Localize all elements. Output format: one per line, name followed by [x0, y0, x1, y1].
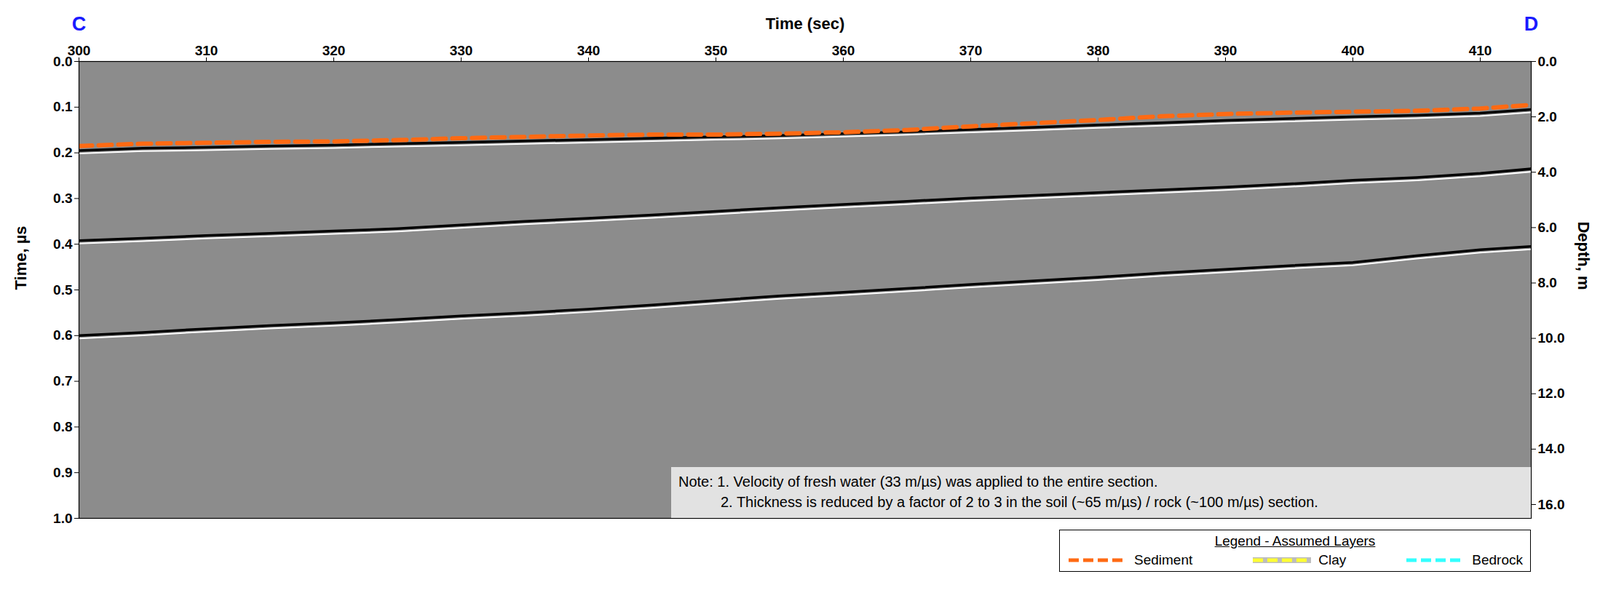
svg-text:0.8: 0.8	[53, 419, 73, 435]
svg-text:0.9: 0.9	[53, 465, 73, 481]
svg-text:320: 320	[322, 42, 346, 59]
html-text:Note: 1. Velocity of fresh wat: Note: 1. Velocity of fresh water (33 m/µ…	[678, 473, 1158, 490]
svg-text:0.7: 0.7	[53, 373, 73, 389]
svg-text:400: 400	[1341, 42, 1365, 59]
svg-text:Depth, m: Depth, m	[1574, 221, 1593, 290]
svg-text:Time (sec): Time (sec)	[765, 14, 845, 33]
svg-text:330: 330	[449, 42, 474, 59]
svg-text:340: 340	[577, 42, 601, 59]
svg-text:Time, µs: Time, µs	[11, 225, 30, 290]
svg-text:6.0: 6.0	[1538, 219, 1558, 236]
svg-text:C: C	[72, 13, 87, 35]
svg-text:410: 410	[1468, 42, 1493, 59]
svg-text:16.0: 16.0	[1538, 497, 1566, 513]
svg-text:4.0: 4.0	[1538, 164, 1558, 180]
svg-text:0.4: 0.4	[53, 236, 73, 252]
svg-text:1.0: 1.0	[53, 511, 73, 527]
html-text:Sediment: Sediment	[1134, 552, 1193, 568]
svg-text:360: 360	[832, 42, 856, 59]
svg-text:8.0: 8.0	[1538, 275, 1558, 291]
html-text:Bedrock: Bedrock	[1472, 552, 1523, 568]
svg-text:390: 390	[1214, 42, 1238, 59]
svg-text:2.0: 2.0	[1538, 109, 1558, 125]
svg-text:350: 350	[704, 42, 728, 59]
svg-text:0.5: 0.5	[53, 282, 73, 298]
svg-text:12.0: 12.0	[1538, 385, 1566, 402]
svg-text:0.6: 0.6	[53, 327, 73, 343]
html-text:2. Thickness is reduced by a f: 2. Thickness is reduced by a factor of 2…	[720, 494, 1319, 511]
svg-text:0.3: 0.3	[53, 190, 73, 207]
svg-text:300: 300	[67, 42, 91, 58]
svg-text:380: 380	[1086, 42, 1111, 59]
svg-text:310: 310	[195, 42, 219, 59]
html-text:Clay: Clay	[1318, 552, 1347, 568]
svg-text:10.0: 10.0	[1538, 330, 1566, 346]
svg-text:0.0: 0.0	[53, 53, 73, 70]
svg-text:D: D	[1524, 13, 1539, 35]
svg-text:0.1: 0.1	[53, 98, 73, 115]
svg-text:14.0: 14.0	[1538, 441, 1566, 457]
svg-text:0.2: 0.2	[53, 144, 73, 161]
svg-text:370: 370	[959, 42, 983, 59]
svg-text:0.0: 0.0	[1538, 53, 1558, 70]
html-text:Legend - Assumed Layers: Legend - Assumed Layers	[1214, 533, 1376, 549]
